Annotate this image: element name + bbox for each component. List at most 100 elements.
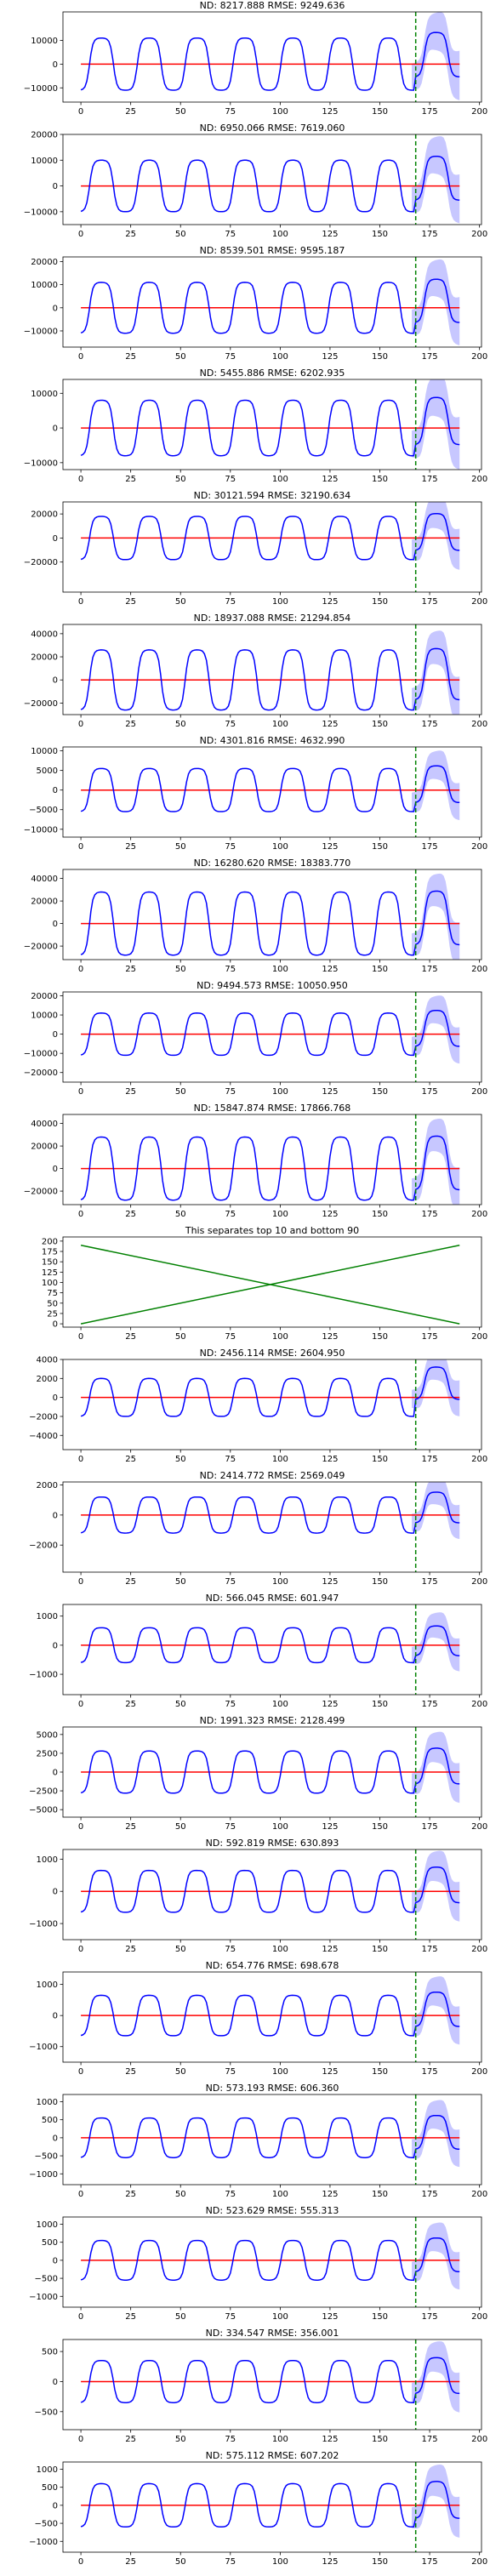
subplot-title: ND: 8217.888 RMSE: 9249.636 <box>200 0 345 11</box>
axes-frame <box>62 1236 482 1328</box>
confidence-band <box>412 750 460 821</box>
plot-area <box>80 869 460 960</box>
target-series <box>80 1135 460 1201</box>
x-tick-label: 175 <box>422 1577 438 1587</box>
confidence-band <box>412 2100 460 2168</box>
x-tick-label: 125 <box>322 1087 338 1097</box>
subplot-17: ND: 654.776 RMSE: 698.678 0 25 50 75 100 125 15… <box>29 1960 487 2077</box>
axes-frame <box>62 256 482 348</box>
x-tick-label: 175 <box>422 475 438 484</box>
x-tick-label: 150 <box>372 2435 388 2444</box>
x-tick-label: 75 <box>225 2067 236 2077</box>
x-tick-label: 25 <box>125 1700 136 1709</box>
y-tick-label: 0 <box>53 1030 58 1040</box>
y-tick-label: 20000 <box>31 898 58 907</box>
x-tick-label: 175 <box>422 2190 438 2199</box>
x-tick-label: 125 <box>322 1332 338 1342</box>
x-tick-label: 175 <box>422 1700 438 1709</box>
x-tick-label: 125 <box>322 1210 338 1219</box>
y-tick-label: 0 <box>53 2134 58 2143</box>
x-tick-label: 50 <box>175 1210 186 1219</box>
x-tick-label: 200 <box>471 2190 487 2199</box>
y-tick-label: 0 <box>53 2501 58 2510</box>
subplot-8: ND: 16280.620 RMSE: 18383.770 0 25 50 75 100 1… <box>24 858 487 974</box>
y-tick-label: 20000 <box>31 1143 58 1152</box>
plot-area <box>80 624 460 715</box>
y-tick-label: −10000 <box>24 825 58 835</box>
x-tick-label: 200 <box>471 842 487 852</box>
x-tick-label: 150 <box>372 597 388 607</box>
x-tick-label: 150 <box>372 1332 388 1342</box>
x-tick-label: 0 <box>78 2312 83 2322</box>
subplot-title: ND: 30121.594 RMSE: 32190.634 <box>194 490 351 501</box>
x-tick-label: 50 <box>175 2067 186 2077</box>
x-tick-label: 125 <box>322 1822 338 1832</box>
y-tick-label: 0 <box>53 1393 58 1403</box>
x-tick-label: 25 <box>125 2435 136 2444</box>
subplot-title: ND: 1991.323 RMSE: 2128.499 <box>200 1715 345 1726</box>
x-tick-label: 175 <box>422 597 438 607</box>
y-tick-label: −10000 <box>24 459 58 468</box>
y-tick-label: −5000 <box>29 806 58 815</box>
x-tick-label: 100 <box>272 352 288 362</box>
y-tick-label: −20000 <box>24 943 58 952</box>
axes-frame <box>62 624 482 715</box>
y-tick-label: −10000 <box>24 327 58 336</box>
axes-frame <box>62 1849 482 1941</box>
x-tick-label: 175 <box>422 230 438 239</box>
x-tick-label: 100 <box>272 1455 288 1464</box>
x-tick-label: 75 <box>225 352 236 362</box>
x-tick-label: 125 <box>322 2067 338 2077</box>
x-tick-label: 100 <box>272 2557 288 2567</box>
separator-line-2 <box>80 1244 460 1325</box>
plot-area <box>80 1849 460 1940</box>
y-tick-label: 10000 <box>31 157 58 166</box>
subplot-14: ND: 566.045 RMSE: 601.947 0 25 50 75 100 125 15… <box>29 1593 487 1709</box>
x-tick-label: 0 <box>78 597 83 607</box>
y-tick-label: 10000 <box>31 281 58 290</box>
x-tick-label: 100 <box>272 230 288 239</box>
x-tick-label: 150 <box>372 2557 388 2567</box>
y-tick-label: 0 <box>53 786 58 795</box>
confidence-band <box>412 2222 460 2290</box>
x-tick-label: 50 <box>175 720 186 729</box>
x-tick-label: 125 <box>322 107 338 117</box>
y-tick-label: −1000 <box>29 2538 58 2547</box>
confidence-band <box>412 1850 460 1922</box>
x-tick-label: 100 <box>272 2435 288 2444</box>
y-tick-label: 150 <box>42 1258 58 1268</box>
y-tick-label: 1000 <box>37 2465 58 2475</box>
y-tick-label: 0 <box>53 1165 58 1174</box>
y-tick-label: 0 <box>53 60 58 70</box>
x-tick-label: 175 <box>422 1455 438 1464</box>
target-series <box>80 278 460 334</box>
x-tick-label: 175 <box>422 965 438 974</box>
target-series <box>80 1866 460 1913</box>
target-series <box>80 1991 460 2037</box>
x-tick-label: 50 <box>175 2435 186 2444</box>
y-tick-label: 100 <box>42 1279 58 1288</box>
y-tick-label: 20000 <box>31 653 58 663</box>
x-tick-label: 75 <box>225 1700 236 1709</box>
x-tick-label: 0 <box>78 1700 83 1709</box>
subplot-title: ND: 575.112 RMSE: 607.202 <box>206 2450 339 2461</box>
x-tick-label: 200 <box>471 1210 487 1219</box>
x-tick-label: 125 <box>322 2557 338 2567</box>
x-tick-label: 100 <box>272 1577 288 1587</box>
x-tick-label: 25 <box>125 107 136 117</box>
x-tick-label: 0 <box>78 1455 83 1464</box>
x-tick-label: 175 <box>422 2557 438 2567</box>
subplot-1: ND: 8217.888 RMSE: 9249.636 0 25 50 75 100 125… <box>24 0 487 117</box>
target-series <box>80 396 460 457</box>
y-tick-label: 10000 <box>31 1012 58 1021</box>
subplot-6: ND: 18937.088 RMSE: 21294.854 0 25 50 75 100 1… <box>24 613 487 729</box>
x-tick-label: 175 <box>422 2067 438 2077</box>
plot-area <box>80 2462 460 2552</box>
y-tick-label: 500 <box>42 2348 58 2357</box>
x-tick-label: 0 <box>78 1332 83 1342</box>
axes-frame <box>62 991 482 1083</box>
y-tick-label: 1000 <box>37 1980 58 1990</box>
y-tick-label: 0 <box>53 920 58 929</box>
x-tick-label: 0 <box>78 475 83 484</box>
y-tick-label: 200 <box>42 1237 58 1246</box>
